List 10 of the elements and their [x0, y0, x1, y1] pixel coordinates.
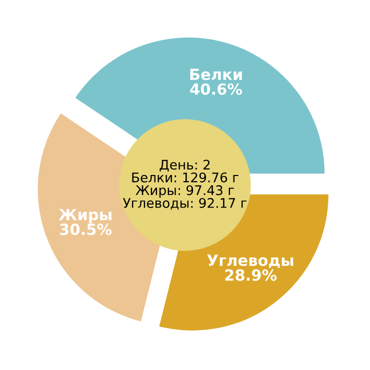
text: Углеводы: 92.17 г [122, 198, 247, 210]
text: День: 2 [160, 160, 210, 172]
slice-label: Углеводы [207, 254, 294, 268]
slice-label: Белки [190, 68, 242, 80]
slice-label: Жиры [58, 208, 112, 224]
text: Жиры: 97.43 г [136, 185, 234, 198]
data-label: 40.6% [190, 83, 242, 95]
data-label: 28.9% [225, 269, 277, 281]
text: Белки: 129.76 г [132, 172, 238, 182]
data-label: 30.5% [60, 224, 112, 236]
